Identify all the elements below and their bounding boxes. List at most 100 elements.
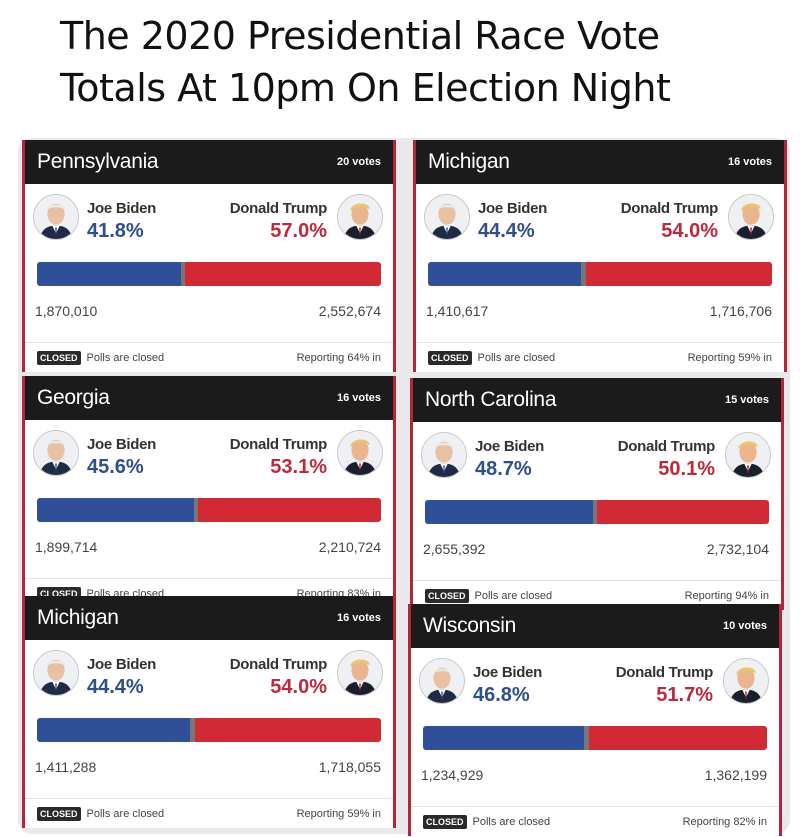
candidates-row: Joe Biden 41.8% Donald Trump 57.0%	[25, 184, 393, 254]
rep-vote-count: 1,716,706	[709, 303, 772, 319]
rep-percent: 51.7%	[656, 684, 713, 706]
trump-avatar-icon	[723, 658, 769, 704]
dem-candidate-name: Joe Biden	[478, 200, 547, 217]
vote-share-bar	[37, 718, 381, 742]
dem-vote-count: 2,655,392	[423, 541, 486, 557]
poll-status-text: Polls are closed	[86, 807, 165, 820]
card-footer: CLOSED Polls are closed Reporting 59% in	[25, 798, 393, 828]
headline-line-1: The 2020 Presidential Race Vote	[60, 14, 660, 58]
poll-status-text: Polls are closed	[86, 351, 165, 364]
other-share-fill	[193, 498, 199, 522]
rep-candidate-name: Donald Trump	[229, 436, 328, 453]
card-footer: CLOSED Polls are closed Reporting 64% in	[25, 342, 393, 372]
dem-share-fill	[423, 726, 584, 750]
poll-status: CLOSED Polls are closed	[423, 814, 551, 829]
headline-line-2: Totals At 10pm On Election Night	[60, 66, 671, 110]
card-footer: CLOSED Polls are closed Reporting 82% in	[411, 806, 779, 836]
poll-status-text: Polls are closed	[472, 815, 551, 828]
closed-badge: CLOSED	[423, 814, 467, 829]
rep-percent: 54.0%	[270, 676, 327, 698]
headline: The 2020 Presidential Race Vote Totals A…	[60, 10, 780, 114]
dem-vote-count: 1,411,288	[35, 759, 97, 775]
vote-share-bar	[428, 262, 772, 286]
trump-avatar-icon	[337, 430, 383, 476]
card-header: Wisconsin 10 votes	[411, 604, 779, 648]
dem-percent: 44.4%	[87, 676, 144, 698]
state-name: North Carolina	[425, 388, 557, 411]
other-share-fill	[580, 262, 587, 286]
reporting-text: Reporting 59% in	[687, 351, 772, 364]
dem-candidate-name: Joe Biden	[87, 656, 156, 673]
candidates-row: Joe Biden 44.4% Donald Trump 54.0%	[25, 640, 393, 710]
electoral-votes: 16 votes	[336, 612, 381, 624]
closed-badge: CLOSED	[428, 350, 472, 365]
dem-candidate-name: Joe Biden	[473, 664, 542, 681]
electoral-votes: 10 votes	[722, 620, 767, 632]
card-header: Pennsylvania 20 votes	[25, 140, 393, 184]
dem-candidate-name: Joe Biden	[87, 436, 156, 453]
biden-avatar-icon	[419, 658, 465, 704]
closed-badge: CLOSED	[37, 806, 81, 821]
trump-avatar-icon	[337, 194, 383, 240]
candidates-row: Joe Biden 45.6% Donald Trump 53.1%	[25, 420, 393, 490]
electoral-votes: 16 votes	[336, 392, 381, 404]
rep-vote-count: 2,210,724	[318, 539, 381, 555]
rep-percent: 50.1%	[658, 458, 715, 480]
rep-share-fill	[586, 262, 772, 286]
rep-candidate-name: Donald Trump	[229, 200, 328, 217]
dem-share-fill	[37, 718, 190, 742]
dem-vote-count: 1,410,617	[426, 303, 489, 319]
card-header: Georgia 16 votes	[25, 376, 393, 420]
vote-share-bar	[423, 726, 767, 750]
biden-avatar-icon	[424, 194, 470, 240]
dem-vote-count: 1,234,929	[421, 767, 484, 783]
rep-vote-count: 2,732,104	[706, 541, 769, 557]
rep-vote-count: 2,552,674	[318, 303, 381, 319]
state-card-michigan: Michigan 16 votes Joe Biden 44.4% Donald…	[22, 596, 396, 828]
dem-share-fill	[428, 262, 581, 286]
poll-status: CLOSED Polls are closed	[428, 350, 555, 365]
reporting-text: Reporting 94% in	[684, 589, 769, 602]
closed-badge: CLOSED	[425, 588, 469, 603]
candidates-row: Joe Biden 48.7% Donald Trump 50.1%	[413, 422, 781, 492]
dem-percent: 46.8%	[473, 684, 530, 706]
dem-percent: 48.7%	[475, 458, 532, 480]
vote-share-bar	[425, 500, 769, 524]
card-header: North Carolina 15 votes	[413, 378, 781, 422]
card-header: Michigan 16 votes	[416, 140, 784, 184]
vote-share-bar	[37, 262, 381, 286]
electoral-votes: 20 votes	[336, 156, 381, 168]
state-name: Pennsylvania	[37, 150, 159, 173]
electoral-votes: 16 votes	[727, 156, 772, 168]
other-share-fill	[180, 262, 185, 286]
other-share-fill	[189, 718, 196, 742]
other-share-fill	[592, 500, 597, 524]
reporting-text: Reporting 59% in	[296, 807, 381, 820]
rep-vote-count: 1,362,199	[704, 767, 767, 783]
electoral-votes: 15 votes	[724, 394, 769, 406]
rep-vote-count: 1,718,055	[318, 759, 381, 775]
state-name: Michigan	[37, 606, 119, 629]
reporting-text: Reporting 64% in	[296, 351, 381, 364]
rep-candidate-name: Donald Trump	[615, 664, 714, 681]
state-name: Michigan	[428, 150, 510, 173]
vote-share-bar	[37, 498, 381, 522]
dem-share-fill	[425, 500, 593, 524]
biden-avatar-icon	[421, 432, 467, 478]
rep-share-fill	[596, 500, 769, 524]
rep-percent: 57.0%	[270, 220, 327, 242]
trump-avatar-icon	[725, 432, 771, 478]
biden-avatar-icon	[33, 194, 79, 240]
rep-percent: 53.1%	[270, 456, 327, 478]
trump-avatar-icon	[728, 194, 774, 240]
card-header: Michigan 16 votes	[25, 596, 393, 640]
poll-status: CLOSED Polls are closed	[425, 588, 552, 603]
card-footer: CLOSED Polls are closed Reporting 94% in	[413, 580, 781, 610]
dem-vote-count: 1,899,714	[35, 539, 98, 555]
dem-candidate-name: Joe Biden	[87, 200, 156, 217]
state-card-georgia: Georgia 16 votes Joe Biden 45.6% Donald …	[22, 376, 396, 608]
state-card-north-carolina: North Carolina 15 votes Joe Biden 48.7% …	[410, 378, 784, 610]
poll-status: CLOSED Polls are closed	[37, 350, 165, 365]
candidates-row: Joe Biden 44.4% Donald Trump 54.0%	[416, 184, 784, 254]
biden-avatar-icon	[33, 650, 79, 696]
